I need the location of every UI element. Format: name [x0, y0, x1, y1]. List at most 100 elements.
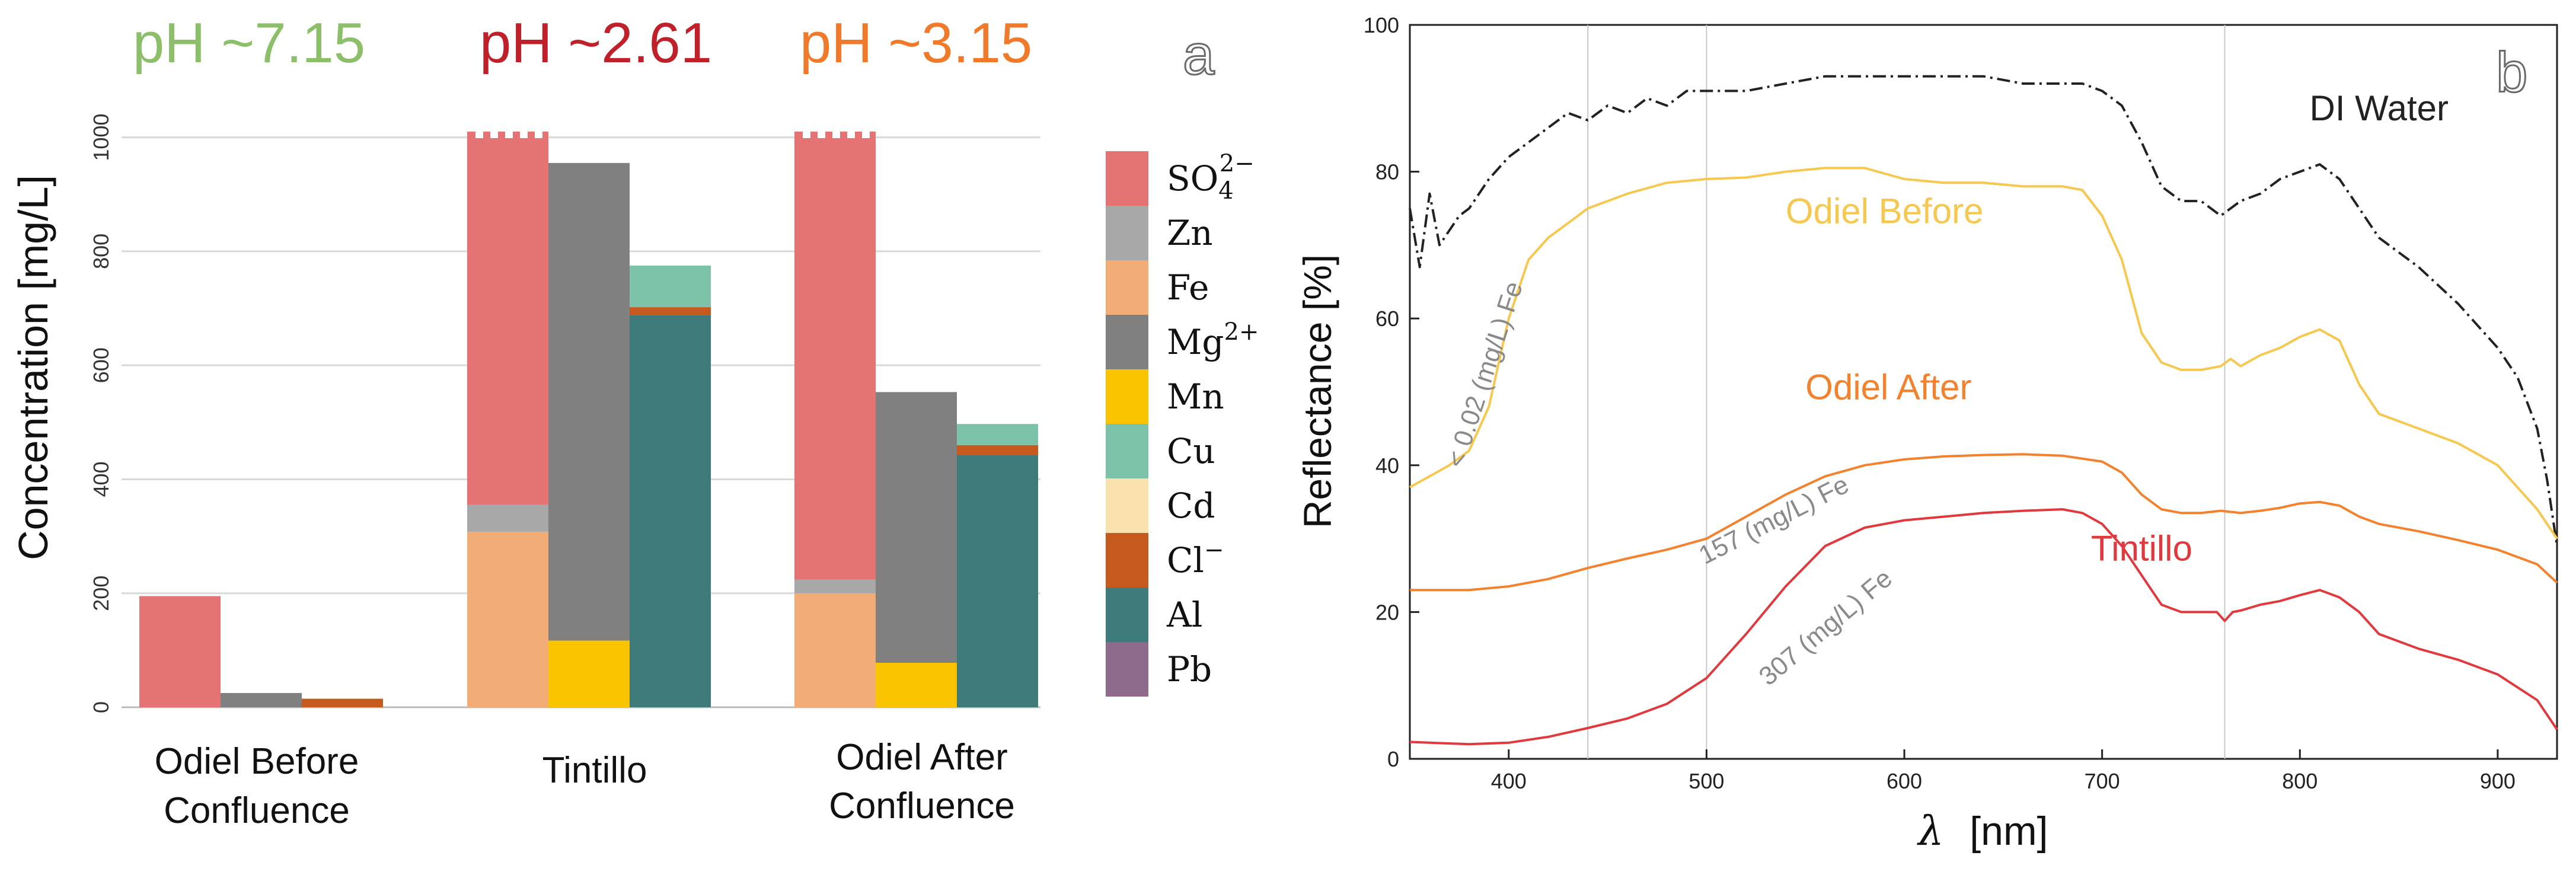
y-tick-label: 20	[1375, 600, 1399, 624]
bar-segment-so4	[139, 596, 221, 707]
bar-segment-cu	[630, 265, 711, 308]
series-label-di: DI Water	[2310, 88, 2449, 128]
legend-swatch-cd	[1106, 478, 1148, 533]
y-tick-label: 400	[89, 461, 113, 497]
panel-a-y-axis-label: Concentration [mg/L]	[10, 175, 56, 560]
fe-concentration-annotation: < 0.02 (mg/L) Fe	[1441, 278, 1528, 471]
legend-label-cd: Cd	[1167, 486, 1215, 526]
panel-b-series	[1409, 75, 2558, 746]
legend-swatch-so4	[1106, 151, 1148, 206]
bar-segment-so4	[794, 132, 876, 580]
category-label-line2: Confluence	[164, 790, 350, 831]
truncation-notch	[475, 131, 483, 138]
series-line-di	[1409, 75, 2558, 547]
truncation-notch	[535, 131, 542, 138]
legend-swatch-pb	[1106, 642, 1148, 697]
series-line-odiel-after	[1410, 453, 2558, 592]
truncation-notch	[832, 131, 840, 138]
legend-label-cu: Cu	[1167, 431, 1215, 471]
legend-label-fe: Fe	[1167, 267, 1209, 308]
truncation-notch	[520, 131, 528, 138]
bar-segment-cu	[957, 424, 1038, 445]
legend-label-zn: Zn	[1167, 213, 1213, 253]
panel-b-y-axis-label: Reflectance [%]	[1295, 254, 1339, 528]
bar-segment-mg	[548, 162, 630, 641]
fe-concentration-annotation: 157 (mg/L) Fe	[1694, 470, 1853, 570]
x-tick-label: 800	[2282, 769, 2318, 793]
panel-b-x-ticks: 400 500 600 700 800 900	[1491, 749, 2516, 793]
bar-segment-fe	[467, 531, 548, 707]
bar-segment-fe	[794, 593, 876, 707]
legend-label-mn: Mn	[1167, 376, 1224, 417]
truncation-notch	[847, 131, 855, 138]
panel-b-y-ticks: 0 20 40 60 80 100	[1364, 13, 1419, 771]
y-tick-label: 0	[89, 701, 113, 713]
x-tick-label: 400	[1491, 769, 1527, 793]
legend-swatch-cl	[1106, 533, 1148, 588]
y-tick-label: 0	[1387, 747, 1399, 771]
series-label-odiel-after: Odiel After	[1805, 367, 1971, 407]
panel-b-x-axis-label: λ [nm]	[1917, 808, 2048, 855]
bar-segment-mn	[548, 640, 630, 707]
legend-label-mg: Mg2+	[1167, 318, 1259, 362]
legend-swatch-fe	[1106, 260, 1148, 315]
truncation-notch	[862, 131, 870, 138]
panel-b-letter: b	[2496, 41, 2527, 104]
legend-label-pb: Pb	[1167, 649, 1212, 689]
bar-segment-zn	[467, 505, 548, 532]
ph-label: pH ~3.15	[800, 11, 1032, 75]
legend-swatch-zn	[1106, 206, 1148, 260]
bar-segment-al	[957, 455, 1038, 707]
truncation-notch	[803, 131, 810, 138]
x-tick-label: 500	[1688, 769, 1724, 793]
legend-swatch-mg	[1106, 315, 1148, 369]
bar-segment-so4	[467, 132, 548, 505]
bar-segment-cl	[957, 445, 1038, 455]
series-line-odiel-before	[1409, 167, 2558, 539]
panel-a-y-ticks: 0 200 400 600 800 1000	[89, 114, 113, 713]
x-tick-label: 700	[2085, 769, 2120, 793]
panel-a-bar-chart: 0 200 400 600 800 1000 Concentration [mg/L] O…	[10, 11, 1259, 831]
legend-label-cl: Cl−	[1167, 537, 1224, 580]
bar-segment-cl	[630, 307, 711, 315]
panel-a-letter: a	[1183, 23, 1215, 87]
y-tick-label: 800	[89, 234, 113, 269]
series-label-tintillo: Tintillo	[2091, 529, 2192, 569]
ph-label: pH ~2.61	[480, 11, 712, 75]
category-label: Odiel After	[836, 737, 1007, 778]
panel-a-bars	[139, 131, 1038, 707]
truncation-notch	[818, 131, 825, 138]
y-tick-label: 60	[1375, 306, 1399, 331]
y-tick-label: 80	[1375, 160, 1399, 184]
bar-segment-zn	[794, 579, 876, 593]
y-tick-label: 100	[1364, 13, 1399, 37]
panel-b-line-chart: 400 500 600 700 800 900 0 20 40 60 80 100 DI Water…	[1295, 13, 2558, 855]
bar-segment-mg	[221, 692, 302, 707]
ph-label: pH ~7.15	[133, 11, 365, 75]
fe-concentration-annotation: 307 (mg/L) Fe	[1754, 564, 1898, 691]
legend-label-al: Al	[1166, 595, 1202, 635]
bar-segment-mn	[876, 663, 957, 707]
y-tick-label: 40	[1375, 454, 1399, 478]
panel-b-plot-frame	[1409, 24, 2558, 760]
panel-a-legend: SO42− Zn Fe Mg2+ Mn Cu Cd Cl− Al Pb	[1106, 150, 1259, 697]
bar-segment-cl	[302, 698, 383, 707]
panel-b-series-labels: DI Water Odiel Before Odiel After Tintillo	[1786, 88, 2449, 569]
x-axis-unit: [nm]	[1969, 809, 2048, 854]
truncation-notch	[490, 131, 498, 138]
category-label-line2: Confluence	[829, 786, 1015, 826]
y-tick-label: 200	[89, 576, 113, 611]
y-tick-label: 1000	[89, 114, 113, 161]
bar-segment-al	[630, 315, 711, 707]
x-tick-label: 600	[1886, 769, 1922, 793]
panel-a-ph-labels: pH ~7.15 pH ~2.61 pH ~3.15	[133, 11, 1032, 75]
category-label: Odiel Before	[155, 741, 359, 782]
bar-segment-mg	[876, 392, 957, 663]
category-label: Tintillo	[542, 750, 647, 791]
panel-a-category-labels: Odiel Before Confluence Tintillo Odiel Afte…	[155, 737, 1015, 831]
y-tick-label: 600	[89, 347, 113, 383]
legend-swatch-cu	[1106, 424, 1148, 478]
truncation-notch	[505, 131, 513, 138]
legend-swatch-al	[1106, 588, 1148, 642]
legend-swatch-mn	[1106, 369, 1148, 424]
